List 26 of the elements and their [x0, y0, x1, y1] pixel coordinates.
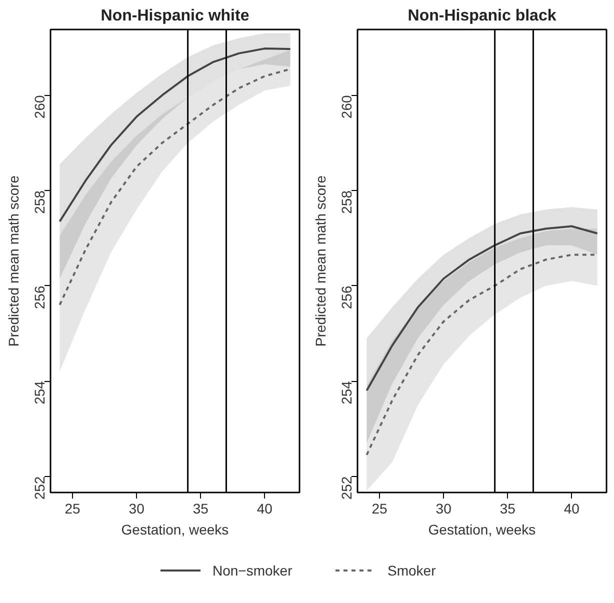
- y-tick-label: 254: [32, 380, 48, 404]
- y-tick-label: 258: [338, 190, 354, 214]
- x-tick-label: 40: [256, 500, 273, 516]
- y-axis-title: Predicted mean math score: [312, 175, 328, 347]
- x-tick-label: 35: [500, 500, 516, 516]
- chart-title: Non-Hispanic black: [408, 8, 556, 24]
- x-tick-label: 30: [436, 500, 452, 516]
- y-tick-label: 252: [338, 476, 354, 500]
- legend-label: Non−smoker: [212, 562, 293, 578]
- x-tick-label: 35: [192, 500, 209, 516]
- y-tick-label: 252: [32, 476, 48, 500]
- x-axis-title: Gestation, weeks: [121, 522, 229, 538]
- x-tick-label: 25: [64, 500, 81, 516]
- chart-title: Non-Hispanic white: [100, 8, 250, 24]
- y-axis-title: Predicted mean math score: [6, 175, 22, 347]
- y-tick-label: 256: [338, 286, 354, 310]
- y-tick-label: 260: [32, 95, 48, 119]
- legend-label: Smoker: [388, 562, 436, 578]
- x-tick-label: 40: [564, 500, 580, 516]
- y-tick-label: 256: [32, 286, 48, 310]
- y-tick-label: 260: [338, 95, 354, 119]
- x-tick-label: 25: [372, 500, 388, 516]
- x-axis-title: Gestation, weeks: [428, 522, 536, 538]
- x-tick-label: 30: [128, 500, 145, 516]
- y-tick-label: 258: [32, 190, 48, 214]
- y-tick-label: 254: [338, 380, 354, 404]
